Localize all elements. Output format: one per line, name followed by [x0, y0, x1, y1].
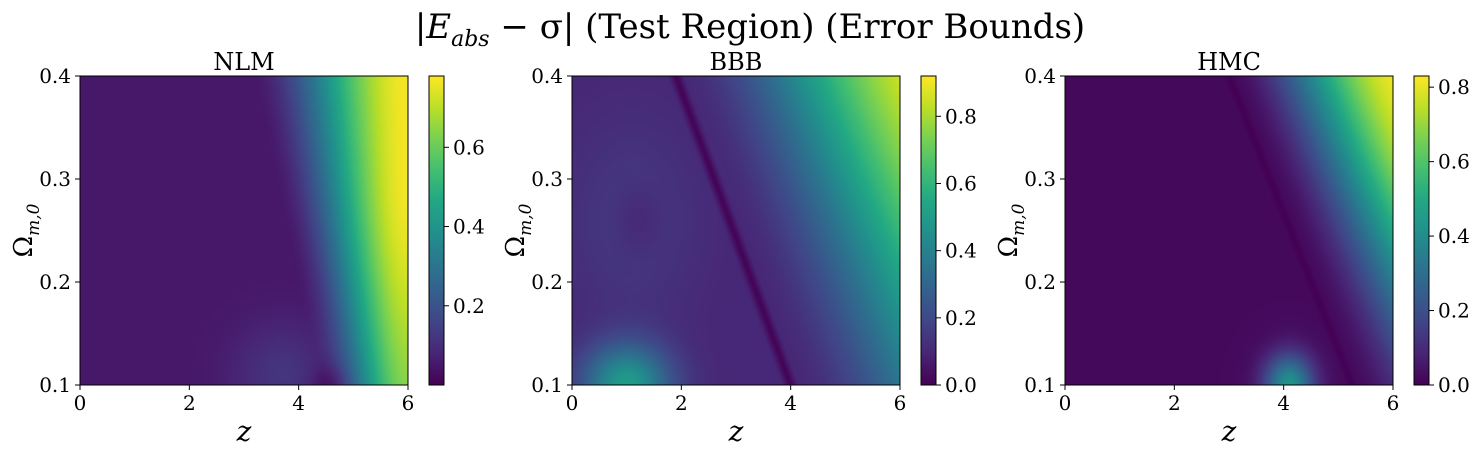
x-tick-label: 4: [784, 391, 797, 415]
panels: NLM 0 2 4 6 0.1 0.2 0.3 0.4 z Ωm,0 0.2 0.4 0.6 BBB 0 2 4 6…: [9, 48, 1470, 448]
colorbar-tick-label: 0.8: [1438, 75, 1470, 99]
x-tick-label: 0: [566, 391, 579, 415]
colorbar-tick-label: 0.2: [1438, 299, 1470, 323]
y-tick-label: 0.4: [39, 64, 71, 88]
panel-bbb: BBB 0 2 4 6 0.1 0.2 0.3 0.4 z Ωm,0 0.0 0.2 0.4 0.6 0.8: [501, 48, 977, 448]
colorbar-tick-label: 0.4: [453, 215, 485, 239]
colorbar-tick-label: 0.0: [945, 373, 977, 397]
colorbar-tick-label: 0.6: [1438, 150, 1470, 174]
x-axis-label: z: [728, 415, 744, 448]
y-tick-label: 0.2: [39, 270, 71, 294]
y-tick-label: 0.3: [531, 167, 563, 191]
heatmap-image: [572, 76, 900, 385]
x-axis-label: z: [1221, 415, 1237, 448]
heatmap-image: [80, 76, 408, 385]
colorbar-tick-label: 0.2: [945, 306, 977, 330]
colorbar: [920, 75, 937, 386]
y-tick-label: 0.1: [39, 373, 71, 397]
x-tick-label: 0: [1059, 391, 1072, 415]
panel-nlm: NLM 0 2 4 6 0.1 0.2 0.3 0.4 z Ωm,0 0.2 0.4 0.6: [9, 48, 485, 448]
y-tick-label: 0.2: [531, 270, 563, 294]
panel-title: BBB: [710, 48, 763, 76]
x-tick-label: 6: [894, 391, 907, 415]
y-tick-label: 0.3: [39, 167, 71, 191]
y-tick-label: 0.2: [1024, 270, 1056, 294]
panel-title: NLM: [213, 48, 275, 76]
panel-hmc: HMC 0 2 4 6 0.1 0.2 0.3 0.4 z Ωm,0 0.0 0.2 0.4 0.6 0.8: [994, 48, 1470, 448]
y-tick-label: 0.1: [531, 373, 563, 397]
colorbar: [428, 75, 445, 386]
colorbar-tick-label: 0.0: [1438, 373, 1470, 397]
x-tick-label: 2: [183, 391, 196, 415]
y-axis-label: Ωm,0: [501, 203, 536, 257]
figure-title: |Eabs − σ| (Test Region) (Error Bounds): [415, 7, 1085, 52]
y-axis-label: Ωm,0: [9, 203, 44, 257]
x-tick-label: 4: [1277, 391, 1290, 415]
colorbar-tick-label: 0.4: [1438, 224, 1470, 248]
y-axis-label: Ωm,0: [994, 203, 1029, 257]
y-tick-label: 0.4: [531, 64, 563, 88]
x-tick-label: 0: [74, 391, 87, 415]
axes-frame: [79, 75, 409, 386]
colorbar-tick-label: 0.2: [453, 294, 485, 318]
colorbar-tick-label: 0.6: [945, 171, 977, 195]
x-tick-label: 2: [1168, 391, 1181, 415]
colorbar-tick-label: 0.4: [945, 239, 977, 263]
x-tick-label: 6: [1387, 391, 1400, 415]
x-tick-label: 2: [675, 391, 688, 415]
x-axis-label: z: [236, 415, 252, 448]
heatmap-image: [1065, 76, 1393, 385]
y-tick-label: 0.1: [1024, 373, 1056, 397]
colorbar-tick-label: 0.8: [945, 104, 977, 128]
x-tick-label: 4: [292, 391, 305, 415]
y-tick-label: 0.3: [1024, 167, 1056, 191]
colorbar: [1413, 75, 1430, 386]
axes-frame: [1064, 75, 1394, 386]
colorbar-tick-label: 0.6: [453, 135, 485, 159]
x-tick-label: 6: [402, 391, 415, 415]
y-tick-label: 0.4: [1024, 64, 1056, 88]
axes-frame: [571, 75, 901, 386]
panel-title: HMC: [1197, 48, 1261, 76]
